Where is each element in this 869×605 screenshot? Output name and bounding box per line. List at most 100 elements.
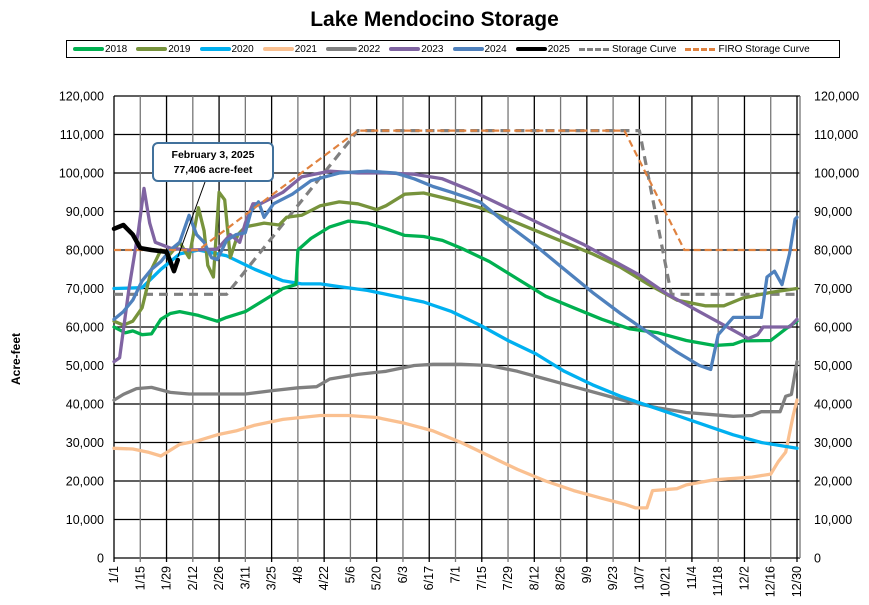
x-tick-label: 1/15 bbox=[133, 566, 147, 590]
y-tick-label-left: 50,000 bbox=[66, 359, 104, 373]
y-tick-label-left: 80,000 bbox=[66, 244, 104, 258]
legend-item: 2019 bbox=[136, 43, 191, 55]
legend-item: 2024 bbox=[452, 43, 507, 55]
x-tick-label: 1/1 bbox=[107, 566, 121, 583]
annotation-callout: February 3, 2025 77,406 acre-feet bbox=[152, 142, 274, 182]
y-tick-label-right: 100,000 bbox=[814, 167, 859, 181]
legend-item: 2023 bbox=[389, 43, 444, 55]
y-tick-label-left: 110,000 bbox=[60, 128, 104, 142]
callout-pointer bbox=[177, 181, 206, 258]
legend-item: Storage Curve bbox=[579, 44, 676, 55]
x-tick-label: 7/29 bbox=[501, 566, 515, 590]
chart-title: Lake Mendocino Storage bbox=[310, 8, 559, 31]
x-tick-label: 11/4 bbox=[685, 566, 699, 589]
legend-swatch bbox=[136, 47, 168, 51]
y-tick-label-left: 40,000 bbox=[66, 398, 104, 412]
x-tick-label: 2/26 bbox=[212, 566, 226, 590]
legend-swatch bbox=[389, 47, 421, 51]
x-tick-label: 4/8 bbox=[291, 566, 305, 583]
legend-item: 2021 bbox=[262, 43, 317, 55]
legend-label: 2019 bbox=[168, 43, 191, 55]
x-tick-label: 11/18 bbox=[711, 566, 725, 596]
y-tick-label-left: 30,000 bbox=[66, 436, 104, 450]
legend-label: FIRO Storage Curve bbox=[718, 43, 810, 55]
legend-item: 2018 bbox=[73, 44, 127, 55]
x-tick-label: 5/6 bbox=[343, 566, 357, 583]
x-tick-label: 7/1 bbox=[449, 566, 463, 583]
x-tick-label: 2/12 bbox=[186, 566, 200, 590]
x-tick-label: 8/12 bbox=[527, 566, 541, 590]
y-tick-label-left: 0 bbox=[97, 552, 104, 566]
series-line-2025 bbox=[111, 222, 181, 274]
series-line-firo-storage-curve bbox=[114, 129, 797, 252]
x-tick-label: 7/15 bbox=[475, 566, 489, 590]
legend-swatch bbox=[579, 47, 609, 51]
legend: 2018 2019 2020 2021 2022 2023 2024 2025 Storage … bbox=[66, 40, 840, 58]
legend-item: 2020 bbox=[199, 43, 254, 55]
x-tick-label: 12/2 bbox=[737, 566, 751, 590]
series-line-2024 bbox=[112, 169, 799, 372]
y-tick-label-right: 120,000 bbox=[814, 90, 859, 104]
x-tick-label: 8/26 bbox=[554, 566, 568, 590]
x-tick-label: 3/11 bbox=[238, 566, 252, 589]
annotation-value: 77,406 acre-feet bbox=[173, 164, 253, 176]
legend-swatch bbox=[262, 47, 294, 51]
y-tick-label-right: 30,000 bbox=[814, 436, 852, 450]
legend-label: 2024 bbox=[484, 43, 507, 55]
x-tick-label: 9/9 bbox=[580, 566, 594, 583]
y-axis-left: 0 10,000 20,000 30,000 40,000 50,000 60,000 70,… bbox=[59, 90, 104, 566]
y-tick-label-left: 60,000 bbox=[66, 321, 104, 335]
y-tick-label-right: 90,000 bbox=[814, 205, 852, 219]
legend-swatch bbox=[515, 47, 547, 51]
annotation-date: February 3, 2025 bbox=[171, 149, 255, 161]
y-tick-label-right: 50,000 bbox=[814, 359, 852, 373]
x-tick-label: 5/20 bbox=[370, 566, 384, 590]
y-tick-label-left: 20,000 bbox=[66, 475, 104, 489]
legend-swatch bbox=[73, 47, 104, 51]
x-tick-label: 12/30 bbox=[790, 566, 804, 597]
series-group bbox=[111, 129, 799, 510]
x-tick-label: 3/25 bbox=[265, 566, 279, 590]
y-tick-label-right: 0 bbox=[814, 552, 821, 566]
y-tick-label-right: 110,000 bbox=[814, 128, 858, 142]
legend-label: 2018 bbox=[105, 43, 128, 55]
legend-swatch bbox=[326, 47, 357, 51]
legend-swatch bbox=[452, 47, 484, 51]
y-tick-label-left: 70,000 bbox=[66, 282, 104, 296]
x-tick-label: 1/29 bbox=[160, 566, 174, 590]
legend-label: 2021 bbox=[294, 43, 317, 55]
y-tick-label-right: 10,000 bbox=[814, 513, 852, 527]
legend-item: 2025 bbox=[515, 43, 570, 55]
x-tick-label: 10/7 bbox=[632, 566, 646, 590]
legend-label: 2023 bbox=[421, 43, 444, 55]
x-tick-label: 10/21 bbox=[659, 566, 673, 597]
y-tick-label-left: 120,000 bbox=[59, 90, 104, 104]
legend-item: 2022 bbox=[326, 44, 380, 55]
y-tick-label-right: 80,000 bbox=[814, 244, 852, 258]
legend-label: Storage Curve bbox=[612, 43, 677, 55]
legend-label: 2020 bbox=[231, 43, 254, 55]
x-tick-label: 6/3 bbox=[396, 566, 410, 583]
y-tick-label-left: 100,000 bbox=[59, 167, 104, 181]
y-tick-label-left: 90,000 bbox=[66, 205, 104, 219]
y-tick-label-right: 70,000 bbox=[814, 282, 852, 296]
x-tick-label: 6/17 bbox=[422, 566, 436, 590]
series-line-storage-curve bbox=[114, 129, 797, 296]
legend-swatch bbox=[685, 47, 716, 51]
x-axis: 1/1 1/15 1/29 2/12 2/26 3/11 3/25 4/8 4/22 5/6 5/2… bbox=[107, 566, 804, 597]
y-tick-label-right: 40,000 bbox=[814, 398, 852, 412]
legend-label: 2025 bbox=[547, 43, 570, 55]
y-axis-right: 0 10,000 20,000 30,000 40,000 50,000 60,000 70,… bbox=[814, 90, 859, 566]
legend-item: FIRO Storage Curve bbox=[685, 43, 810, 55]
y-tick-label-right: 20,000 bbox=[814, 475, 852, 489]
y-tick-label-right: 60,000 bbox=[814, 321, 852, 335]
x-tick-label: 4/22 bbox=[317, 566, 331, 590]
x-tick-label: 12/16 bbox=[764, 566, 778, 597]
series-line-2022 bbox=[112, 359, 799, 418]
legend-label: 2022 bbox=[358, 43, 381, 55]
y-tick-label-left: 10,000 bbox=[66, 513, 104, 527]
x-tick-label: 9/23 bbox=[606, 566, 620, 590]
legend-swatch bbox=[199, 47, 231, 51]
series-line-2021 bbox=[112, 398, 799, 510]
